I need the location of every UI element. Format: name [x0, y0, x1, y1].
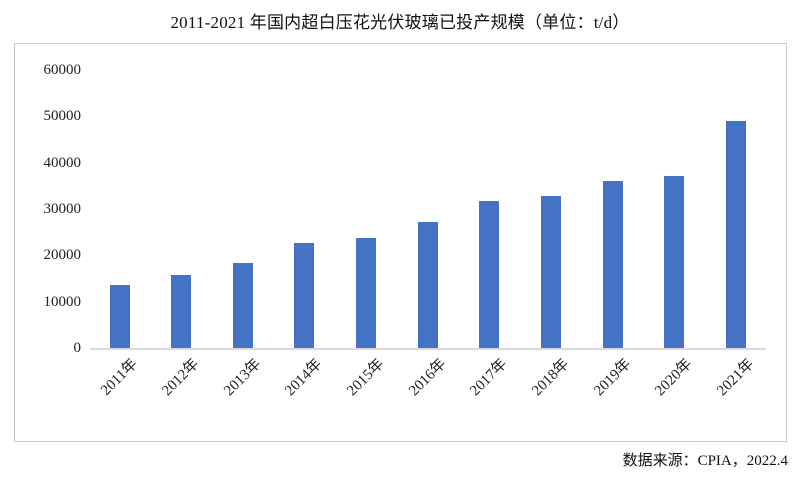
plot-area [90, 70, 766, 350]
x-tick-label: 2013年 [220, 356, 265, 400]
bar-2016年 [417, 222, 438, 348]
y-tick-label: 60000 [43, 62, 82, 78]
x-tick-label: 2012年 [159, 356, 203, 400]
y-tick-label: 40000 [43, 154, 82, 171]
bar-2011年 [109, 285, 130, 348]
x-tick-label: 2011年 [98, 356, 141, 399]
source-note: 数据来源：CPIA，2022.4 [622, 453, 788, 469]
bar-2014年 [294, 243, 315, 348]
y-tick-label: 10000 [43, 293, 82, 310]
x-tick-label: 2019年 [590, 356, 635, 400]
x-tick-label: 2020年 [652, 356, 696, 400]
x-tick-label: 2018年 [529, 356, 573, 400]
bar-2017年 [479, 201, 500, 348]
y-tick-label: 20000 [43, 247, 82, 264]
bar-2021年 [726, 121, 746, 348]
bar-2012年 [171, 275, 192, 348]
bar-2019年 [602, 181, 623, 348]
x-tick-label: 2015年 [344, 356, 388, 400]
y-tick-label: 0 [73, 340, 82, 356]
bar-2018年 [541, 196, 562, 348]
x-tick-label: 2014年 [282, 356, 326, 400]
chart-title: 2011-2021 年国内超白压花光伏玻璃已投产规模（单位：t/d） [170, 13, 630, 32]
y-tick-label: 50000 [43, 108, 82, 125]
y-tick-label: 30000 [43, 201, 82, 217]
bar-2020年 [664, 176, 685, 348]
bar-2013年 [232, 263, 253, 348]
x-tick-label: 2021年 [714, 356, 758, 400]
x-tick-label: 2016年 [405, 356, 450, 400]
chart-frame: 0 10000 20000 30000 40000 50000 60000 2011年 2012… [14, 43, 787, 442]
x-tick-label: 2017年 [467, 356, 511, 400]
bar-2015年 [356, 238, 377, 348]
